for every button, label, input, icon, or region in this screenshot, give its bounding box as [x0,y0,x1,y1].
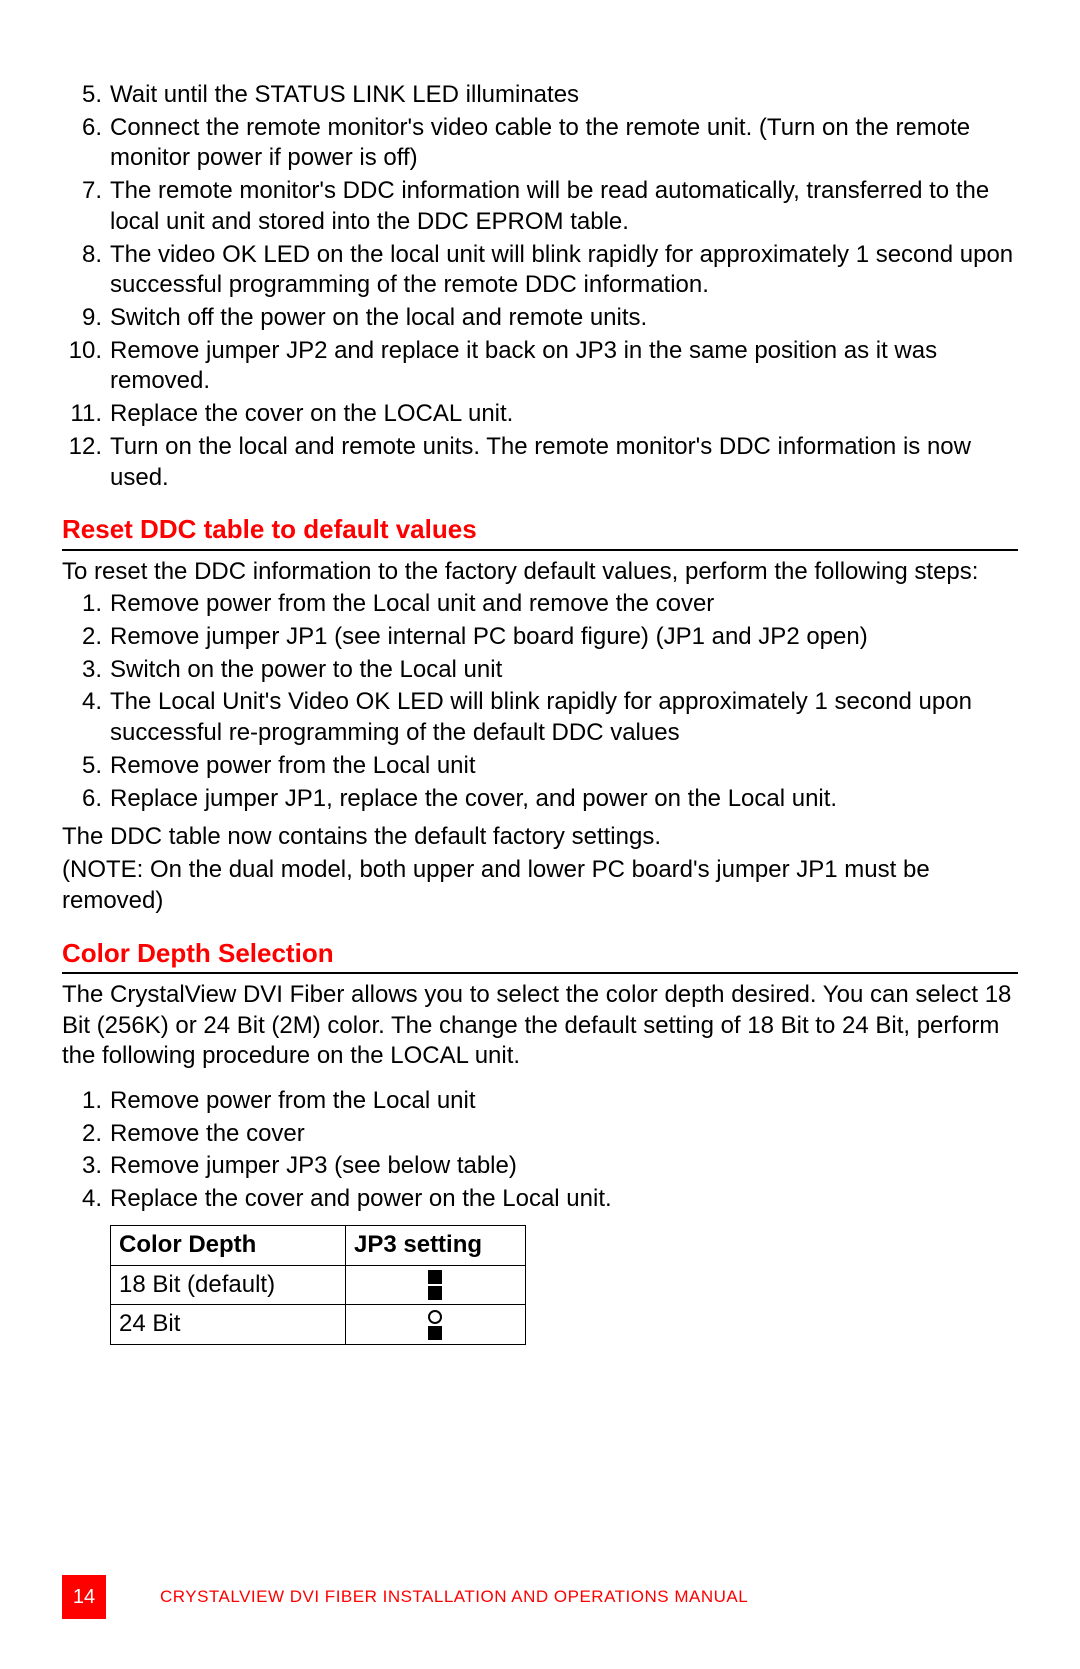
color-depth-intro: The CrystalView DVI Fiber allows you to … [62,980,1018,1072]
heading-reset-ddc: Reset DDC table to default values [62,513,1018,550]
footer-text: CRYSTALVIEW DVI FIBER INSTALLATION AND O… [160,1587,748,1607]
list-item: 6.Connect the remote monitor's video cab… [110,113,1018,174]
list-item: 11.Replace the cover on the LOCAL unit. [110,399,1018,430]
table-row: 24 Bit [111,1305,526,1345]
item-number: 11. [62,399,102,430]
item-text: Switch off the power on the local and re… [110,303,1018,334]
list-item: 10.Remove jumper JP2 and replace it back… [110,336,1018,397]
item-number: 6. [62,113,102,144]
list-item: 3.Switch on the power to the Local unit [110,655,1018,686]
list-item: 2.Remove the cover [110,1119,1018,1150]
item-number: 10. [62,336,102,367]
item-text: Remove power from the Local unit [110,751,1018,782]
list-item: 2.Remove jumper JP1 (see internal PC boa… [110,622,1018,653]
top-steps-list: 5. Wait until the STATUS LINK LED illumin… [62,80,1018,493]
item-number: 1. [62,589,102,620]
reset-outro1: The DDC table now contains the default f… [62,822,1018,853]
item-text: The remote monitor's DDC information wil… [110,176,1018,237]
list-item: 12.Turn on the local and remote units. T… [110,432,1018,493]
item-text: Remove power from the Local unit and rem… [110,589,1018,620]
list-item: 5.Remove power from the Local unit [110,751,1018,782]
table-header-row: Color Depth JP3 setting [111,1225,526,1265]
item-text: Remove the cover [110,1119,1018,1150]
item-number: 2. [62,1119,102,1150]
list-item: 9.Switch off the power on the local and … [110,303,1018,334]
item-text: Replace jumper JP1, replace the cover, a… [110,784,1018,815]
item-text: Remove jumper JP2 and replace it back on… [110,336,1018,397]
cell-jp3-setting [346,1305,526,1345]
item-text: Replace the cover and power on the Local… [110,1184,1018,1215]
item-text: Switch on the power to the Local unit [110,655,1018,686]
col-header-color-depth: Color Depth [111,1225,346,1265]
item-number: 6. [62,784,102,815]
item-text: Wait until the STATUS LINK LED illuminat… [110,80,1018,111]
item-number: 12. [62,432,102,463]
list-item: 8.The video OK LED on the local unit wil… [110,240,1018,301]
page-content: 5. Wait until the STATUS LINK LED illumin… [0,0,1080,1345]
item-number: 3. [62,655,102,686]
item-number: 4. [62,687,102,718]
item-text: Remove power from the Local unit [110,1086,1018,1117]
item-number: 5. [62,80,102,111]
item-number: 9. [62,303,102,334]
list-item: 4.The Local Unit's Video OK LED will bli… [110,687,1018,748]
item-number: 1. [62,1086,102,1117]
item-text: Turn on the local and remote units. The … [110,432,1018,493]
cell-jp3-setting [346,1265,526,1305]
item-number: 2. [62,622,102,653]
jumper-open-icon [428,1310,442,1340]
cell-color-depth: 18 Bit (default) [111,1265,346,1305]
item-text: Replace the cover on the LOCAL unit. [110,399,1018,430]
page-footer: 14 CRYSTALVIEW DVI FIBER INSTALLATION AN… [62,1575,1018,1619]
list-item: 6.Replace jumper JP1, replace the cover,… [110,784,1018,815]
item-text: The Local Unit's Video OK LED will blink… [110,687,1018,748]
item-number: 7. [62,176,102,207]
reset-steps-list: 1. Remove power from the Local unit and r… [62,589,1018,814]
list-item: 3.Remove jumper JP3 (see below table) [110,1151,1018,1182]
page-number: 14 [62,1575,106,1619]
col-header-jp3: JP3 setting [346,1225,526,1265]
list-item: 1.Remove power from the Local unit and r… [110,589,1018,620]
item-number: 5. [62,751,102,782]
item-text: The video OK LED on the local unit will … [110,240,1018,301]
item-number: 8. [62,240,102,271]
item-number: 4. [62,1184,102,1215]
reset-intro: To reset the DDC information to the fact… [62,557,1018,588]
table-row: 18 Bit (default) [111,1265,526,1305]
jumper-closed-icon [428,1270,442,1300]
list-item: 7.The remote monitor's DDC information w… [110,176,1018,237]
item-text: Remove jumper JP1 (see internal PC board… [110,622,1018,653]
reset-outro2: (NOTE: On the dual model, both upper and… [62,855,1018,916]
item-number: 3. [62,1151,102,1182]
color-depth-steps-list: 1.Remove power from the Local unit 2.Rem… [62,1086,1018,1215]
list-item: 4.Replace the cover and power on the Loc… [110,1184,1018,1215]
list-item: 1.Remove power from the Local unit [110,1086,1018,1117]
list-item: 5.Wait until the STATUS LINK LED illumin… [110,80,1018,111]
item-text: Remove jumper JP3 (see below table) [110,1151,1018,1182]
heading-color-depth: Color Depth Selection [62,937,1018,974]
item-text: Connect the remote monitor's video cable… [110,113,1018,174]
cell-color-depth: 24 Bit [111,1305,346,1345]
jp3-table: Color Depth JP3 setting 18 Bit (default)… [110,1225,526,1345]
